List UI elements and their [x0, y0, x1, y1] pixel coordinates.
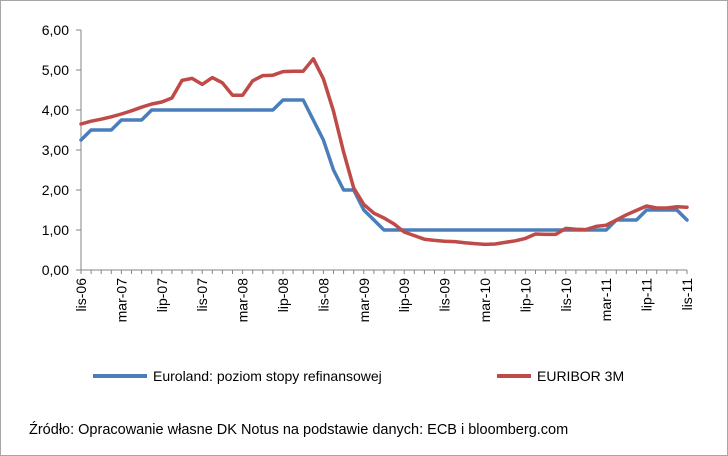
x-tick-label: lis-07 [194, 278, 210, 312]
x-tick-label: lip-09 [396, 278, 412, 312]
x-tick-label: mar-07 [113, 278, 129, 323]
x-tick-label: lis-06 [73, 278, 89, 312]
source-note: Źródło: Opracowanie własne DK Notus na p… [29, 422, 569, 438]
series-line-refi-rate [79, 98, 689, 232]
legend-label-refi-rate: Euroland: poziom stopy refinansowej [153, 368, 382, 384]
x-tick-label: lip-08 [275, 278, 291, 312]
x-tick-label: lip-11 [639, 278, 655, 311]
y-tick-label: 5,00 [42, 62, 69, 78]
y-tick-label: 1,00 [42, 222, 69, 238]
legend-label-euribor: EURIBOR 3M [537, 368, 624, 384]
x-tick-label: mar-11 [598, 278, 614, 322]
y-tick-label: 3,00 [42, 142, 69, 158]
series-line-euribor [79, 57, 689, 247]
x-tick-label: mar-08 [235, 278, 251, 323]
x-tick-label: lis-08 [315, 278, 331, 312]
y-tick-label: 0,00 [42, 262, 69, 278]
x-tick-label: lip-10 [517, 278, 533, 312]
x-tick-label: mar-09 [356, 278, 372, 323]
x-tick-label: lis-10 [558, 278, 574, 312]
y-tick-label: 6,00 [42, 22, 69, 38]
y-tick-label: 4,00 [42, 102, 69, 118]
y-tick-label: 2,00 [42, 182, 69, 198]
x-tick-label: lis-11 [679, 278, 695, 311]
x-tick-label: lis-09 [437, 278, 453, 312]
x-tick-label: mar-10 [477, 278, 493, 323]
x-tick-label: lip-07 [154, 278, 170, 312]
